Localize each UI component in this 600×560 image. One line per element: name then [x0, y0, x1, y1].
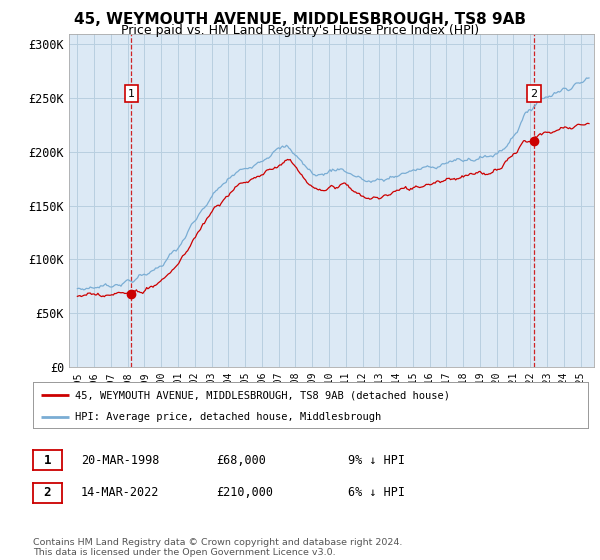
Text: Price paid vs. HM Land Registry's House Price Index (HPI): Price paid vs. HM Land Registry's House … — [121, 24, 479, 36]
Text: 6% ↓ HPI: 6% ↓ HPI — [348, 486, 405, 500]
Text: 20-MAR-1998: 20-MAR-1998 — [81, 454, 160, 467]
Text: 45, WEYMOUTH AVENUE, MIDDLESBROUGH, TS8 9AB: 45, WEYMOUTH AVENUE, MIDDLESBROUGH, TS8 … — [74, 12, 526, 27]
Text: 14-MAR-2022: 14-MAR-2022 — [81, 486, 160, 500]
Text: Contains HM Land Registry data © Crown copyright and database right 2024.
This d: Contains HM Land Registry data © Crown c… — [33, 538, 403, 557]
Text: £68,000: £68,000 — [216, 454, 266, 467]
Text: 2: 2 — [530, 88, 538, 99]
Text: £210,000: £210,000 — [216, 486, 273, 500]
Text: 1: 1 — [128, 88, 135, 99]
Text: 2: 2 — [44, 486, 51, 500]
Text: 9% ↓ HPI: 9% ↓ HPI — [348, 454, 405, 467]
Text: HPI: Average price, detached house, Middlesbrough: HPI: Average price, detached house, Midd… — [74, 412, 381, 422]
Text: 1: 1 — [44, 454, 51, 467]
Text: 45, WEYMOUTH AVENUE, MIDDLESBROUGH, TS8 9AB (detached house): 45, WEYMOUTH AVENUE, MIDDLESBROUGH, TS8 … — [74, 390, 449, 400]
